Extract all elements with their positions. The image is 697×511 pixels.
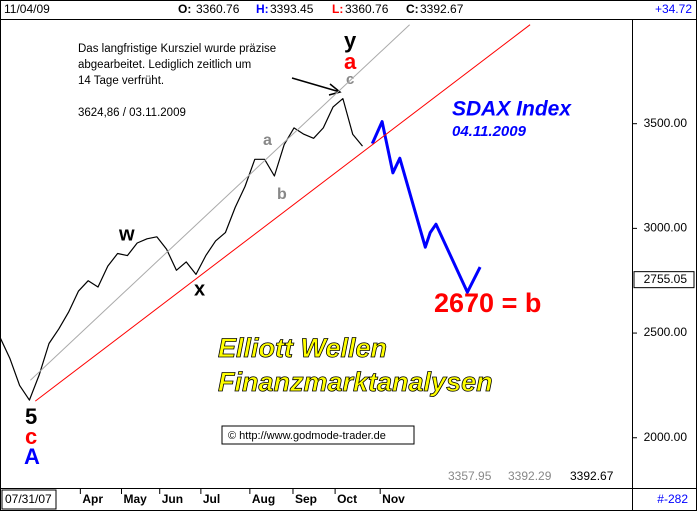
wave-label: b [277,186,287,203]
wave-label: w [118,223,135,245]
note-line: Das langfristige Kursziel wurde präzise [78,43,276,55]
wave-label: A [24,444,40,469]
header-value: 3393.45 [270,2,314,16]
series-line [30,24,410,381]
readout: 3392.29 [508,469,552,483]
target-label: 2670 = b [434,288,541,318]
header-label: L: [332,2,343,16]
series-line [0,98,363,401]
x-tick-label: Nov [382,492,405,506]
readout: 3357.95 [448,469,492,483]
header-label: C: [406,2,419,16]
readout: 3392.67 [570,469,614,483]
url: © http://www.godmode-trader.de [228,430,386,442]
url-box [221,425,415,445]
brand: Elliott Wellen [218,333,387,363]
x-tick-label: May [124,492,148,506]
wave-label: y [344,28,357,53]
wave-label: a [263,132,272,149]
x-tick-label: Apr [82,492,103,506]
note-arrow [291,77,342,96]
wave-label: c [25,424,37,449]
note-line: 14 Tage verfrüht. [78,75,164,87]
x-tick-label: Aug [252,492,275,506]
header-value: 3392.67 [420,2,464,16]
price-marker-label: 2755.05 [644,272,688,286]
brand: Finanzmarktanalysen [218,367,493,397]
x-tick-label: Jul [203,492,220,506]
header-value: 3360.76 [196,2,240,16]
footer-bars: #-282 [657,492,688,506]
wave-label: c [346,71,354,88]
header-date: 11/04/09 [4,2,50,16]
subtitle: 04.11.2009 [452,123,527,140]
y-tick-label: 2000.00 [644,430,688,444]
x-tick-label: Jun [162,492,183,506]
note-line: abgearbeitet. Lediglich zeitlich um [78,59,251,71]
title: SDAX Index [452,98,572,121]
note-value: 3624,86 / 03.11.2009 [78,107,186,119]
x-tick-label: Sep [295,492,317,506]
series-line [370,120,482,294]
header-change: +34.72 [655,2,692,16]
price-marker-box [633,271,695,289]
header-label: H: [256,2,269,16]
start-box [1,489,57,510]
header-value: 3360.76 [345,2,389,16]
wave-label: a [344,49,357,74]
header-label: O: [178,2,191,16]
footer-start: 07/31/07 [5,492,52,506]
y-tick-label: 3500.00 [644,116,688,130]
wave-label: 5 [25,404,37,429]
y-tick-label: 2500.00 [644,325,688,339]
x-tick-label: Oct [337,492,357,506]
wave-label: x [194,278,205,300]
y-tick-label: 3000.00 [644,221,688,235]
series-line [34,24,531,402]
